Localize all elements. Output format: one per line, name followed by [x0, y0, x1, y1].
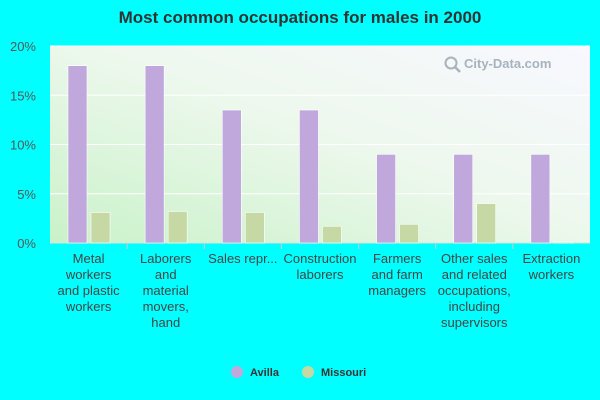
x-category-label: Farmers and farm managers [368, 251, 426, 298]
bar-avilla [299, 109, 319, 244]
x-category-label: Construction laborers [284, 251, 357, 282]
bar-missouri [553, 241, 574, 244]
chart-title: Most common occupations for males in 200… [118, 8, 482, 27]
legend-label-missouri: Missouri [321, 367, 366, 379]
x-category-label: Laborers and material movers, hand [140, 251, 192, 330]
bar-avilla [221, 109, 242, 244]
watermark-text: City-Data.com [464, 56, 551, 71]
watermark: City-Data.com [444, 56, 551, 73]
bar-missouri [399, 223, 419, 244]
bars-group [67, 65, 574, 244]
y-tick-label: 5% [17, 187, 36, 202]
bar-missouri [244, 212, 265, 244]
watermark-magnifier-icon [444, 56, 458, 70]
bar-avilla [453, 154, 474, 244]
watermark-magnifier-handle [454, 66, 461, 73]
bar-missouri [322, 225, 342, 244]
y-tick-label: 10% [10, 138, 36, 153]
x-axis: Metal workers and plastic workers Laborers an… [57, 243, 580, 330]
bar-missouri [90, 212, 111, 244]
y-tick-label: 20% [10, 39, 36, 54]
x-category-label: Metal workers and plastic workers [57, 251, 120, 314]
bar-avilla [530, 154, 551, 244]
legend: Avilla Missouri [231, 366, 366, 379]
legend-label-avilla: Avilla [250, 367, 280, 379]
legend-swatch-avilla [231, 366, 243, 378]
x-category-label: Sales repr... [208, 251, 277, 266]
bar-avilla [67, 65, 88, 244]
x-category-label: Other sales and related occupations, includ… [438, 251, 511, 330]
y-tick-label: 0% [17, 236, 36, 251]
x-category-label: Extraction workers [523, 251, 581, 282]
bar-missouri [476, 203, 497, 244]
bar-missouri [167, 211, 188, 244]
y-tick-label: 15% [10, 88, 36, 103]
bar-avilla [144, 65, 165, 244]
bar-avilla [376, 154, 396, 244]
legend-swatch-missouri [302, 366, 314, 378]
grid-lines [50, 45, 590, 244]
y-axis: 0% 5% 10% 15% 20% [10, 39, 36, 251]
